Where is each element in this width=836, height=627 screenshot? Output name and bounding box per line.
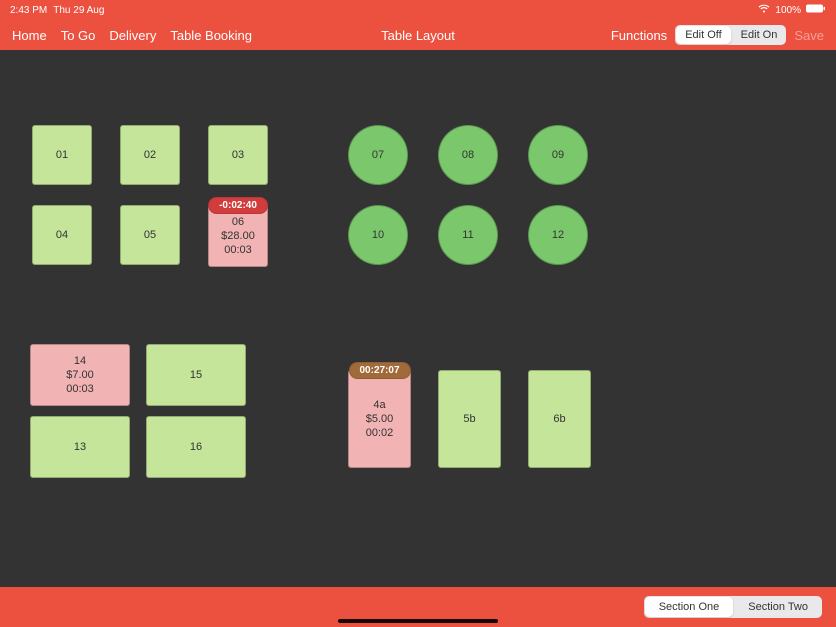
table-id-label: 04 xyxy=(56,228,68,242)
table-id-label: 06 xyxy=(232,215,244,229)
nav-left: Home To Go Delivery Table Booking xyxy=(12,28,252,43)
home-indicator xyxy=(338,619,498,623)
table-05[interactable]: 05 xyxy=(120,205,180,265)
table-15[interactable]: 15 xyxy=(146,344,246,406)
page-title: Table Layout xyxy=(381,28,455,43)
edit-on-button[interactable]: Edit On xyxy=(732,26,787,44)
table-id-label: 07 xyxy=(372,148,384,162)
section-one-button[interactable]: Section One xyxy=(645,597,734,617)
table-14[interactable]: 14$7.0000:03 xyxy=(30,344,130,406)
nav-togo[interactable]: To Go xyxy=(61,28,96,43)
table-6b[interactable]: 6b xyxy=(528,370,591,468)
table-12[interactable]: 12 xyxy=(528,205,588,265)
wifi-icon xyxy=(758,4,770,16)
table-id-label: 14 xyxy=(74,354,86,368)
table-price-label: $5.00 xyxy=(366,412,394,426)
table-08[interactable]: 08 xyxy=(438,125,498,185)
table-07[interactable]: 07 xyxy=(348,125,408,185)
section-two-button[interactable]: Section Two xyxy=(734,597,822,617)
table-id-label: 10 xyxy=(372,228,384,242)
table-id-label: 16 xyxy=(190,440,202,454)
nav-bar: Home To Go Delivery Table Booking Table … xyxy=(0,20,836,50)
status-date: Thu 29 Aug xyxy=(53,5,104,16)
table-id-label: 6b xyxy=(553,412,565,426)
table-id-label: 12 xyxy=(552,228,564,242)
table-13[interactable]: 13 xyxy=(30,416,130,478)
table-10[interactable]: 10 xyxy=(348,205,408,265)
table-price-label: $7.00 xyxy=(66,368,94,382)
status-bar: 2:43 PM Thu 29 Aug 100% xyxy=(0,0,836,20)
status-battery-pct: 100% xyxy=(775,5,801,16)
table-16[interactable]: 16 xyxy=(146,416,246,478)
table-id-label: 01 xyxy=(56,148,68,162)
table-id-label: 03 xyxy=(232,148,244,162)
timer-badge: -0:02:40 xyxy=(208,197,268,214)
section-segment: Section One Section Two xyxy=(644,596,822,618)
table-06[interactable]: -0:02:4006$28.0000:03 xyxy=(208,205,268,267)
timer-badge: 00:27:07 xyxy=(348,362,410,379)
table-id-label: 02 xyxy=(144,148,156,162)
edit-off-button[interactable]: Edit Off xyxy=(676,26,730,44)
table-11[interactable]: 11 xyxy=(438,205,498,265)
table-id-label: 11 xyxy=(462,228,473,242)
table-id-label: 4a xyxy=(373,398,385,412)
table-id-label: 15 xyxy=(190,368,202,382)
functions-button[interactable]: Functions xyxy=(611,28,667,43)
table-canvas: 0102030405-0:02:4006$28.0000:03070809101… xyxy=(0,50,836,587)
edit-mode-segment: Edit Off Edit On xyxy=(675,25,786,45)
battery-icon xyxy=(806,4,826,16)
table-id-label: 13 xyxy=(74,440,86,454)
table-id-label: 5b xyxy=(463,412,475,426)
nav-table-booking[interactable]: Table Booking xyxy=(170,28,252,43)
table-5b[interactable]: 5b xyxy=(438,370,501,468)
table-id-label: 05 xyxy=(144,228,156,242)
table-02[interactable]: 02 xyxy=(120,125,180,185)
table-price-label: $28.00 xyxy=(221,229,255,243)
table-01[interactable]: 01 xyxy=(32,125,92,185)
table-elapsed-label: 00:03 xyxy=(66,382,94,396)
save-button: Save xyxy=(794,28,824,43)
table-09[interactable]: 09 xyxy=(528,125,588,185)
table-03[interactable]: 03 xyxy=(208,125,268,185)
table-04[interactable]: 04 xyxy=(32,205,92,265)
table-elapsed-label: 00:02 xyxy=(366,426,394,440)
nav-right: Functions Edit Off Edit On Save xyxy=(611,25,824,45)
status-time: 2:43 PM xyxy=(10,5,47,16)
table-elapsed-label: 00:03 xyxy=(224,243,252,257)
table-4a[interactable]: 00:27:074a$5.0000:02 xyxy=(348,370,411,468)
table-id-label: 09 xyxy=(552,148,564,162)
nav-home[interactable]: Home xyxy=(12,28,47,43)
nav-delivery[interactable]: Delivery xyxy=(109,28,156,43)
table-id-label: 08 xyxy=(462,148,474,162)
